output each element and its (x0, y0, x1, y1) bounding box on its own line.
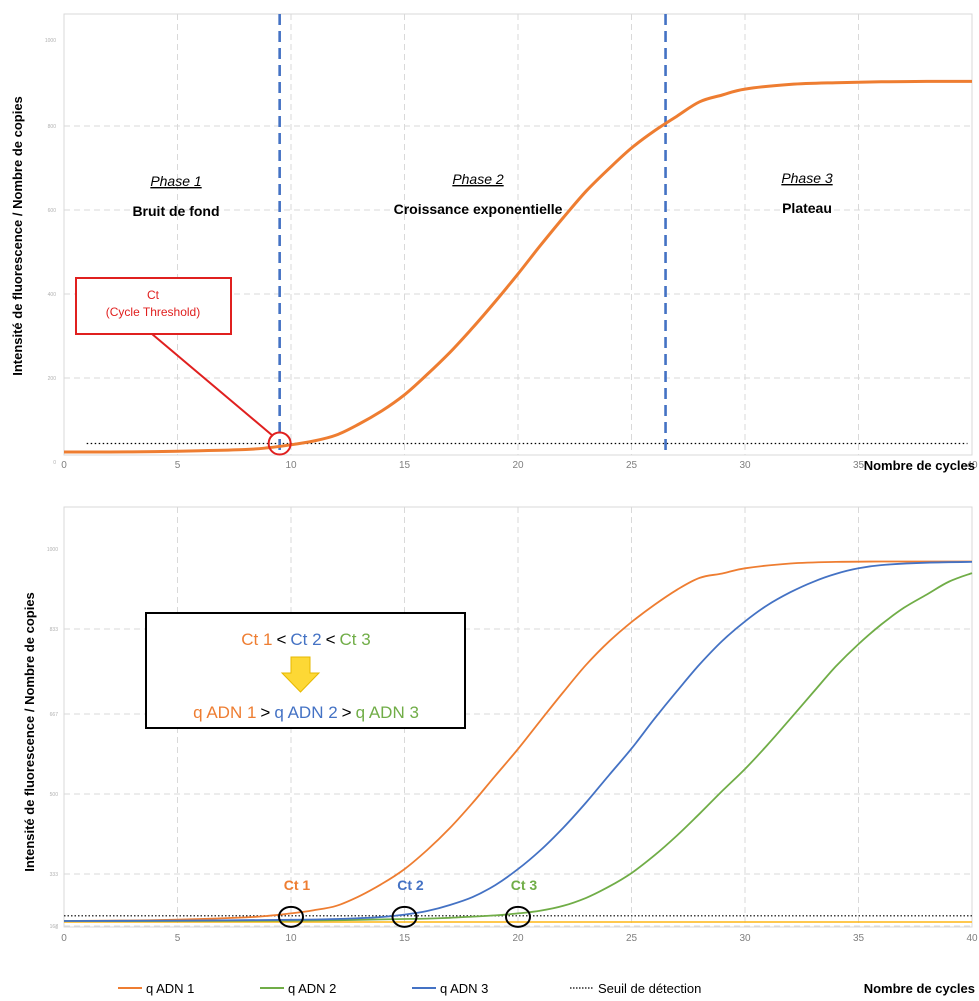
top-x-tick-label: 20 (512, 460, 524, 471)
legend-label-adn2: q ADN 2 (288, 981, 336, 996)
top-y-axis-label: Intensité de fluorescence / Nombre de co… (10, 96, 25, 376)
phase-3-title: Phase 3 (781, 170, 833, 186)
bottom-y-tick-label: 167 (50, 924, 59, 930)
ct-callout-line2: (Cycle Threshold) (106, 305, 200, 319)
top-y-tick-label: 600 (48, 208, 57, 214)
ct-callout: Ct (Cycle Threshold) (75, 277, 292, 456)
comparison-box: Ct 1 < Ct 2 < Ct 3 q ADN 1 > q ADN 2 > q ADN 3 (145, 612, 466, 729)
cmp-q3: q ADN 3 (356, 703, 419, 722)
ct-marker-label-3: Ct 3 (511, 877, 538, 893)
cmp-ct1: Ct 1 (241, 630, 272, 649)
series-line-adn2 (63, 572, 973, 922)
series-line-adn1 (63, 560, 972, 922)
top-x-tick-label: 40 (966, 460, 978, 471)
series-line-adn3 (63, 561, 973, 922)
top-x-tick-label: 25 (626, 460, 638, 471)
top-x-tick-label: 30 (739, 460, 751, 471)
top-x-tick-label: 15 (399, 460, 411, 471)
bottom-ct-markers: Ct 1 Ct 2 Ct 3 (278, 877, 538, 928)
top-y-tick-label: 800 (48, 124, 57, 130)
bottom-x-tick-label: 0 (61, 933, 67, 944)
top-x-tick-label: 10 (285, 460, 297, 471)
phase-1-subtitle: Bruit de fond (132, 203, 219, 219)
ct-circle (267, 431, 292, 456)
top-x-tick-label: 5 (175, 460, 181, 471)
legend-item-adn2: q ADN 2 (260, 981, 336, 996)
ct-marker-circle-2 (391, 905, 418, 928)
ct-marker-circle-3 (505, 905, 531, 928)
bottom-x-tick-label: 5 (175, 933, 181, 944)
cmp-lt-1: < (276, 630, 286, 649)
phase-3-subtitle: Plateau (782, 200, 832, 216)
bottom-y-tick-label: 1000 (47, 547, 58, 553)
bottom-x-axis-label: Nombre de cycles (864, 981, 975, 996)
bottom-y-tick-label: 667 (50, 712, 59, 718)
legend-item-adn1: q ADN 1 (118, 981, 194, 996)
ct-callout-box (75, 277, 232, 335)
q-comparison: q ADN 1 > q ADN 2 > q ADN 3 (193, 703, 419, 722)
bottom-x-tick-label: 20 (512, 933, 524, 944)
cmp-ct2: Ct 2 (290, 630, 321, 649)
bottom-x-tick-label: 25 (626, 933, 638, 944)
phase-2-title: Phase 2 (452, 171, 504, 187)
legend-label-adn3: q ADN 3 (440, 981, 488, 996)
bottom-y-tick-label: 0 (55, 925, 58, 931)
bottom-y-axis-label: Intensité de fluorescence / Nombre de co… (22, 592, 37, 872)
top-x-ticks: 0 5 10 15 20 25 30 35 40 (61, 460, 978, 471)
bottom-x-tick-label: 35 (853, 933, 865, 944)
top-x-tick-label: 0 (61, 460, 67, 471)
ct-callout-pointer (151, 333, 274, 437)
phase-1-title: Phase 1 (150, 173, 201, 189)
bottom-x-tick-label: 15 (399, 933, 411, 944)
phase-2-subtitle: Croissance exponentielle (394, 201, 563, 217)
bottom-x-tick-label: 10 (285, 933, 297, 944)
ct-callout-line1: Ct (147, 288, 160, 302)
top-x-axis-label: Nombre de cycles (864, 458, 975, 473)
bottom-y-tick-label: 833 (50, 627, 59, 633)
ct-marker-label-2: Ct 2 (397, 877, 424, 893)
top-y-tick-label: 400 (48, 292, 57, 298)
top-y-tick-label: 0 (53, 460, 56, 466)
top-y-ticks: 1000 800 600 400 200 0 (45, 38, 56, 466)
ct-marker-label-1: Ct 1 (284, 877, 311, 893)
top-chart: 1000 800 600 400 200 0 0 5 10 15 20 25 30 35 40 Phase… (10, 13, 978, 473)
bottom-curves (63, 560, 973, 922)
cmp-q1: q ADN 1 (193, 703, 256, 722)
bottom-x-tick-label: 40 (966, 933, 978, 944)
legend: q ADN 1 q ADN 2 q ADN 3 Seuil de détecti… (118, 981, 975, 996)
bottom-x-ticks: 0 5 10 15 20 25 30 35 40 (61, 933, 978, 944)
top-x-tick-label: 35 (853, 460, 865, 471)
legend-item-threshold: Seuil de détection (570, 981, 701, 996)
ct-marker-circle-1 (278, 905, 304, 928)
legend-label-adn1: q ADN 1 (146, 981, 194, 996)
cmp-gt-1: > (260, 703, 270, 722)
cmp-gt-2: > (342, 703, 352, 722)
bottom-y-tick-label: 500 (50, 792, 59, 798)
cmp-lt-2: < (326, 630, 336, 649)
bottom-x-tick-label: 30 (739, 933, 751, 944)
down-arrow-icon (280, 656, 321, 693)
cmp-ct3: Ct 3 (340, 630, 371, 649)
top-y-tick-label: 200 (48, 376, 57, 382)
bottom-y-tick-label: 333 (50, 872, 59, 878)
top-gridlines (64, 14, 972, 455)
ct-comparison: Ct 1 < Ct 2 < Ct 3 (241, 630, 370, 649)
top-y-tick-label: 1000 (45, 38, 56, 44)
cmp-q2: q ADN 2 (274, 703, 337, 722)
legend-label-threshold: Seuil de détection (598, 981, 701, 996)
legend-item-adn3: q ADN 3 (412, 981, 488, 996)
